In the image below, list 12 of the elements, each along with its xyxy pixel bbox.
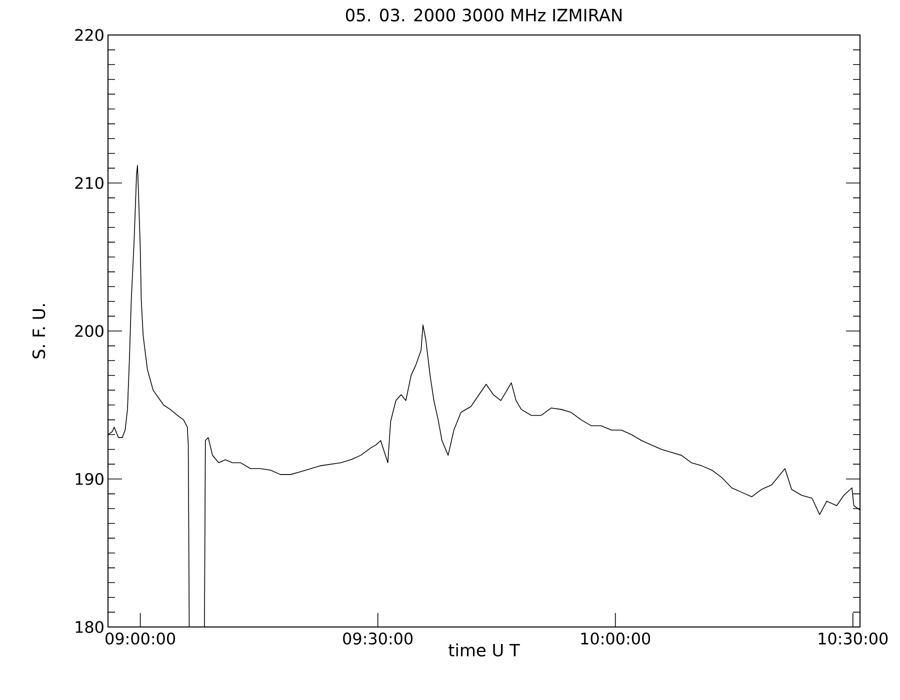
- x-tick-label: 10:00:00: [581, 632, 650, 645]
- x-tick-label: 09:30:00: [343, 632, 413, 645]
- y-tick-label: 220: [75, 28, 104, 42]
- chart-title: 05. 03. 2000 3000 MHz IZMIRAN: [346, 8, 622, 22]
- x-tick-label: 10:30:00: [818, 632, 888, 645]
- y-tick-label: 180: [76, 620, 104, 634]
- y-axis-title: S. F. U.: [32, 304, 46, 358]
- y-tick-label: 200: [75, 324, 104, 338]
- y-tick-label: 210: [75, 176, 104, 190]
- y-tick-label: 190: [76, 472, 104, 486]
- x-axis-title: time U T: [448, 643, 520, 657]
- x-tick-label: 09:00:00: [106, 632, 176, 645]
